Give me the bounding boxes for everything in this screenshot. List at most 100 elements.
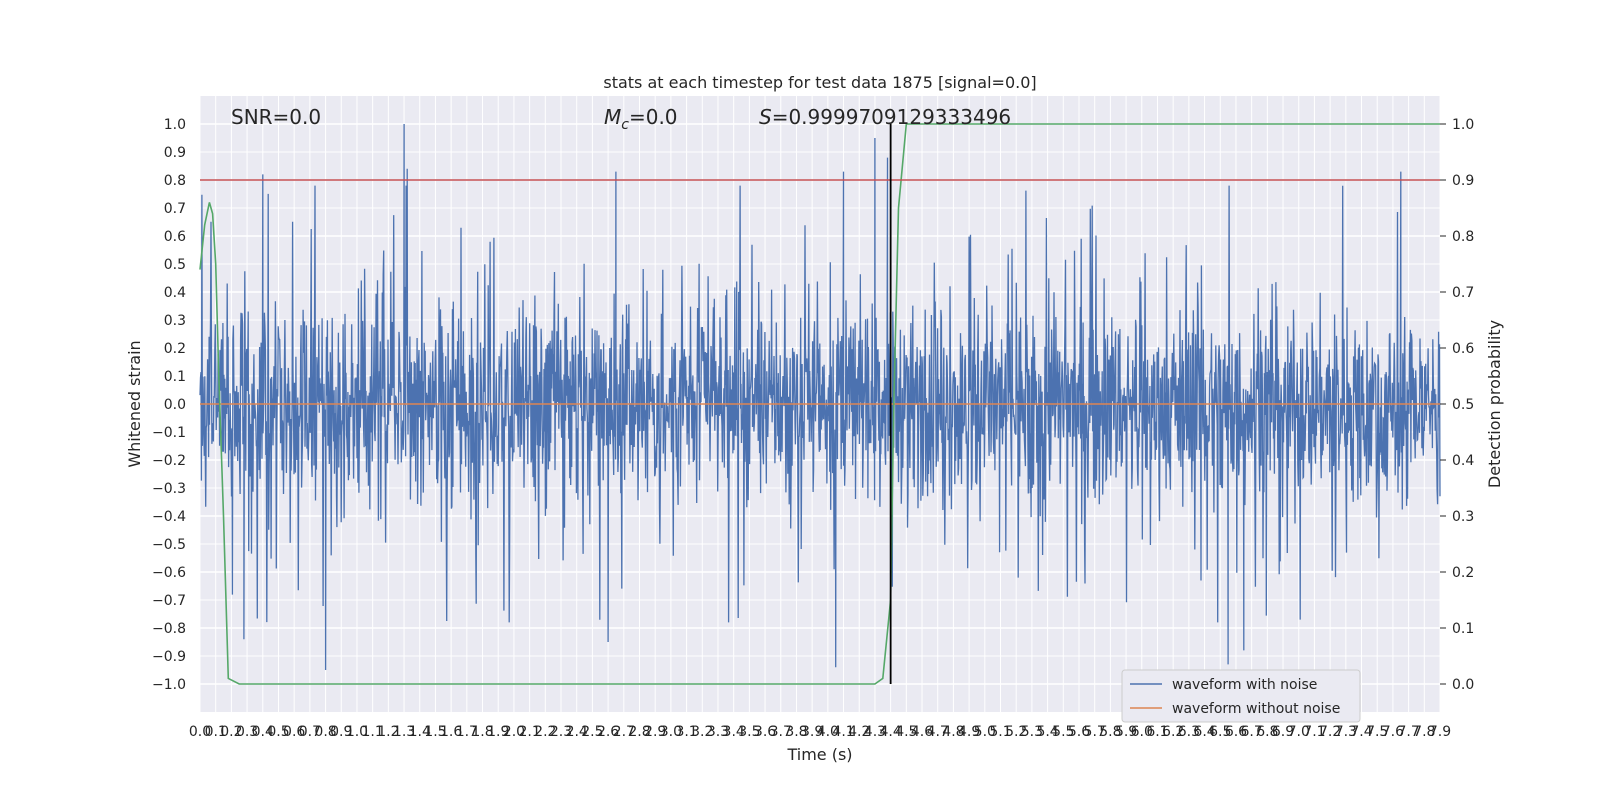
x-tick-label: 4.0 [817, 724, 839, 740]
x-tick-label: 0.2 [220, 724, 242, 740]
x-tick-label: 2.5 [581, 724, 603, 740]
x-tick-label: 6.2 [1162, 724, 1184, 740]
y-tick-label: 0.0 [164, 397, 186, 413]
x-tick-label: 0.8 [314, 724, 336, 740]
y-axis-label: Whitened strain [125, 340, 144, 467]
x-tick-label: 0.9 [330, 724, 352, 740]
mc-subscript: c [621, 117, 629, 133]
x-tick-label: 1.9 [487, 724, 509, 740]
x-tick-label: 4.3 [864, 724, 886, 740]
x-tick-label: 7.4 [1350, 724, 1372, 740]
s-annotation: S=0.9999709129333496 [759, 105, 1011, 129]
y-tick-label: −0.7 [152, 593, 186, 609]
y-tick-label: −0.8 [152, 621, 186, 637]
x-tick-label: 2.8 [628, 724, 650, 740]
y2-tick-label: 1.0 [1452, 117, 1474, 133]
x-tick-label: 0.4 [252, 724, 274, 740]
x-tick-label: 2.2 [534, 724, 556, 740]
x-tick-label: 2.9 [644, 724, 666, 740]
x-tick-label: 6.0 [1131, 724, 1153, 740]
x-tick-label: 5.6 [1068, 724, 1090, 740]
x-tick-label: 1.3 [393, 724, 415, 740]
y-tick-label: −0.9 [152, 649, 186, 665]
x-tick-label: 6.8 [1256, 724, 1278, 740]
x-tick-label: 2.1 [518, 724, 540, 740]
x-tick-label: 2.7 [613, 724, 635, 740]
y2-tick-label: 0.5 [1452, 397, 1474, 413]
y-tick-label: 0.4 [164, 285, 186, 301]
detection-probability-line [199, 123, 1440, 685]
x-tick-label: 7.6 [1382, 724, 1404, 740]
x-tick-label: 0.6 [283, 724, 305, 740]
y-tick-label: 0.9 [164, 145, 186, 161]
y2-tick-label: 0.2 [1452, 565, 1474, 581]
x-tick-label: 1.5 [424, 724, 446, 740]
x-tick-label: 7.1 [1303, 724, 1325, 740]
x-tick-label: 6.9 [1272, 724, 1294, 740]
x-tick-label: 4.5 [895, 724, 917, 740]
x-tick-label: 1.0 [346, 724, 368, 740]
y2-tick-label: 0.8 [1452, 229, 1474, 245]
x-tick-label: 1.6 [440, 724, 462, 740]
legend-label-with-noise: waveform with noise [1172, 677, 1317, 693]
x-tick-label: 4.2 [848, 724, 870, 740]
x-tick-label: 3.9 [801, 724, 823, 740]
x-tick-label: 0.5 [267, 724, 289, 740]
y-tick-label: 0.6 [164, 229, 186, 245]
legend-box [1121, 669, 1361, 723]
y-tick-label: −1.0 [152, 677, 186, 693]
x-tick-label: 1.2 [377, 724, 399, 740]
x-tick-label: 7.9 [1429, 724, 1451, 740]
y-tick-label: −0.4 [152, 509, 186, 525]
x-tick-label: 4.7 [927, 724, 949, 740]
x-tick-label: 2.3 [550, 724, 572, 740]
x-tick-label: 3.3 [707, 724, 729, 740]
x-tick-label: 5.9 [1115, 724, 1137, 740]
x-tick-label: 5.4 [1036, 724, 1058, 740]
mc-symbol: M [604, 105, 621, 129]
legend-label-without-noise: waveform without noise [1172, 701, 1340, 717]
y2-tick-label: 0.7 [1452, 285, 1474, 301]
x-tick-label: 7.5 [1366, 724, 1388, 740]
x-tick-label: 4.1 [832, 724, 854, 740]
x-tick-label: 4.8 [942, 724, 964, 740]
y2-tick-label: 0.9 [1452, 173, 1474, 189]
x-tick-label: 2.6 [597, 724, 619, 740]
y2-tick-label: 0.0 [1452, 677, 1474, 693]
x-tick-label: 5.8 [1099, 724, 1121, 740]
x-tick-label: 3.6 [754, 724, 776, 740]
x-tick-label: 6.7 [1241, 724, 1263, 740]
y-tick-label: 0.3 [164, 313, 186, 329]
x-tick-label: 3.7 [770, 724, 792, 740]
x-tick-label: 7.0 [1288, 724, 1310, 740]
noisy-waveform-line [199, 123, 1441, 671]
x-tick-label: 2.4 [566, 724, 588, 740]
x-tick-label: 1.1 [362, 724, 384, 740]
x-tick-label: 4.9 [958, 724, 980, 740]
x-tick-label: 6.6 [1225, 724, 1247, 740]
x-tick-label: 5.1 [989, 724, 1011, 740]
x-tick-label: 4.4 [880, 724, 902, 740]
y-tick-label: −0.3 [152, 481, 186, 497]
x-axis-label: Time (s) [786, 745, 852, 764]
x-tick-label: 7.7 [1397, 724, 1419, 740]
snr-annotation: SNR=0.0 [231, 105, 321, 129]
x-tick-label: 5.7 [1084, 724, 1106, 740]
y-tick-label: 0.7 [164, 201, 186, 217]
y2-tick-label: 0.3 [1452, 509, 1474, 525]
x-tick-label: 2.0 [503, 724, 525, 740]
y2-tick-label: 0.6 [1452, 341, 1474, 357]
mc-value: =0.0 [629, 105, 678, 129]
x-tick-label: 7.2 [1319, 724, 1341, 740]
y-tick-label: 0.5 [164, 257, 186, 273]
x-tick-label: 6.1 [1146, 724, 1168, 740]
y-tick-label: 0.2 [164, 341, 186, 357]
x-tick-label: 6.5 [1209, 724, 1231, 740]
y-tick-label: −0.1 [152, 425, 186, 441]
x-tick-label: 3.8 [785, 724, 807, 740]
mc-annotation: Mc=0.0 [604, 105, 678, 133]
series-detection-probability [199, 123, 1440, 685]
x-tick-label: 4.6 [911, 724, 933, 740]
y-tick-label: −0.6 [152, 565, 186, 581]
y-tick-label: 1.0 [164, 117, 186, 133]
